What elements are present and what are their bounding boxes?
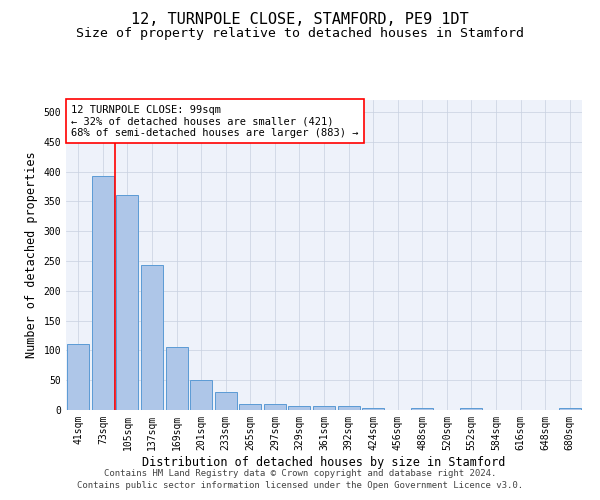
Bar	[264, 404, 286, 410]
Y-axis label: Number of detached properties: Number of detached properties	[25, 152, 38, 358]
Bar	[141, 265, 163, 410]
Bar	[166, 348, 188, 410]
Bar	[239, 404, 262, 410]
Bar	[116, 196, 139, 410]
X-axis label: Distribution of detached houses by size in Stamford: Distribution of detached houses by size …	[142, 456, 506, 468]
Text: Contains public sector information licensed under the Open Government Licence v3: Contains public sector information licen…	[77, 481, 523, 490]
Bar	[289, 406, 310, 410]
Bar	[338, 406, 359, 410]
Text: Contains HM Land Registry data © Crown copyright and database right 2024.: Contains HM Land Registry data © Crown c…	[104, 468, 496, 477]
Text: Size of property relative to detached houses in Stamford: Size of property relative to detached ho…	[76, 28, 524, 40]
Bar	[362, 408, 384, 410]
Text: 12 TURNPOLE CLOSE: 99sqm
← 32% of detached houses are smaller (421)
68% of semi-: 12 TURNPOLE CLOSE: 99sqm ← 32% of detach…	[71, 104, 359, 138]
Bar	[411, 408, 433, 410]
Bar	[92, 176, 114, 410]
Bar	[67, 344, 89, 410]
Bar	[215, 392, 237, 410]
Bar	[559, 408, 581, 410]
Text: 12, TURNPOLE CLOSE, STAMFORD, PE9 1DT: 12, TURNPOLE CLOSE, STAMFORD, PE9 1DT	[131, 12, 469, 28]
Bar	[460, 408, 482, 410]
Bar	[190, 380, 212, 410]
Bar	[313, 406, 335, 410]
